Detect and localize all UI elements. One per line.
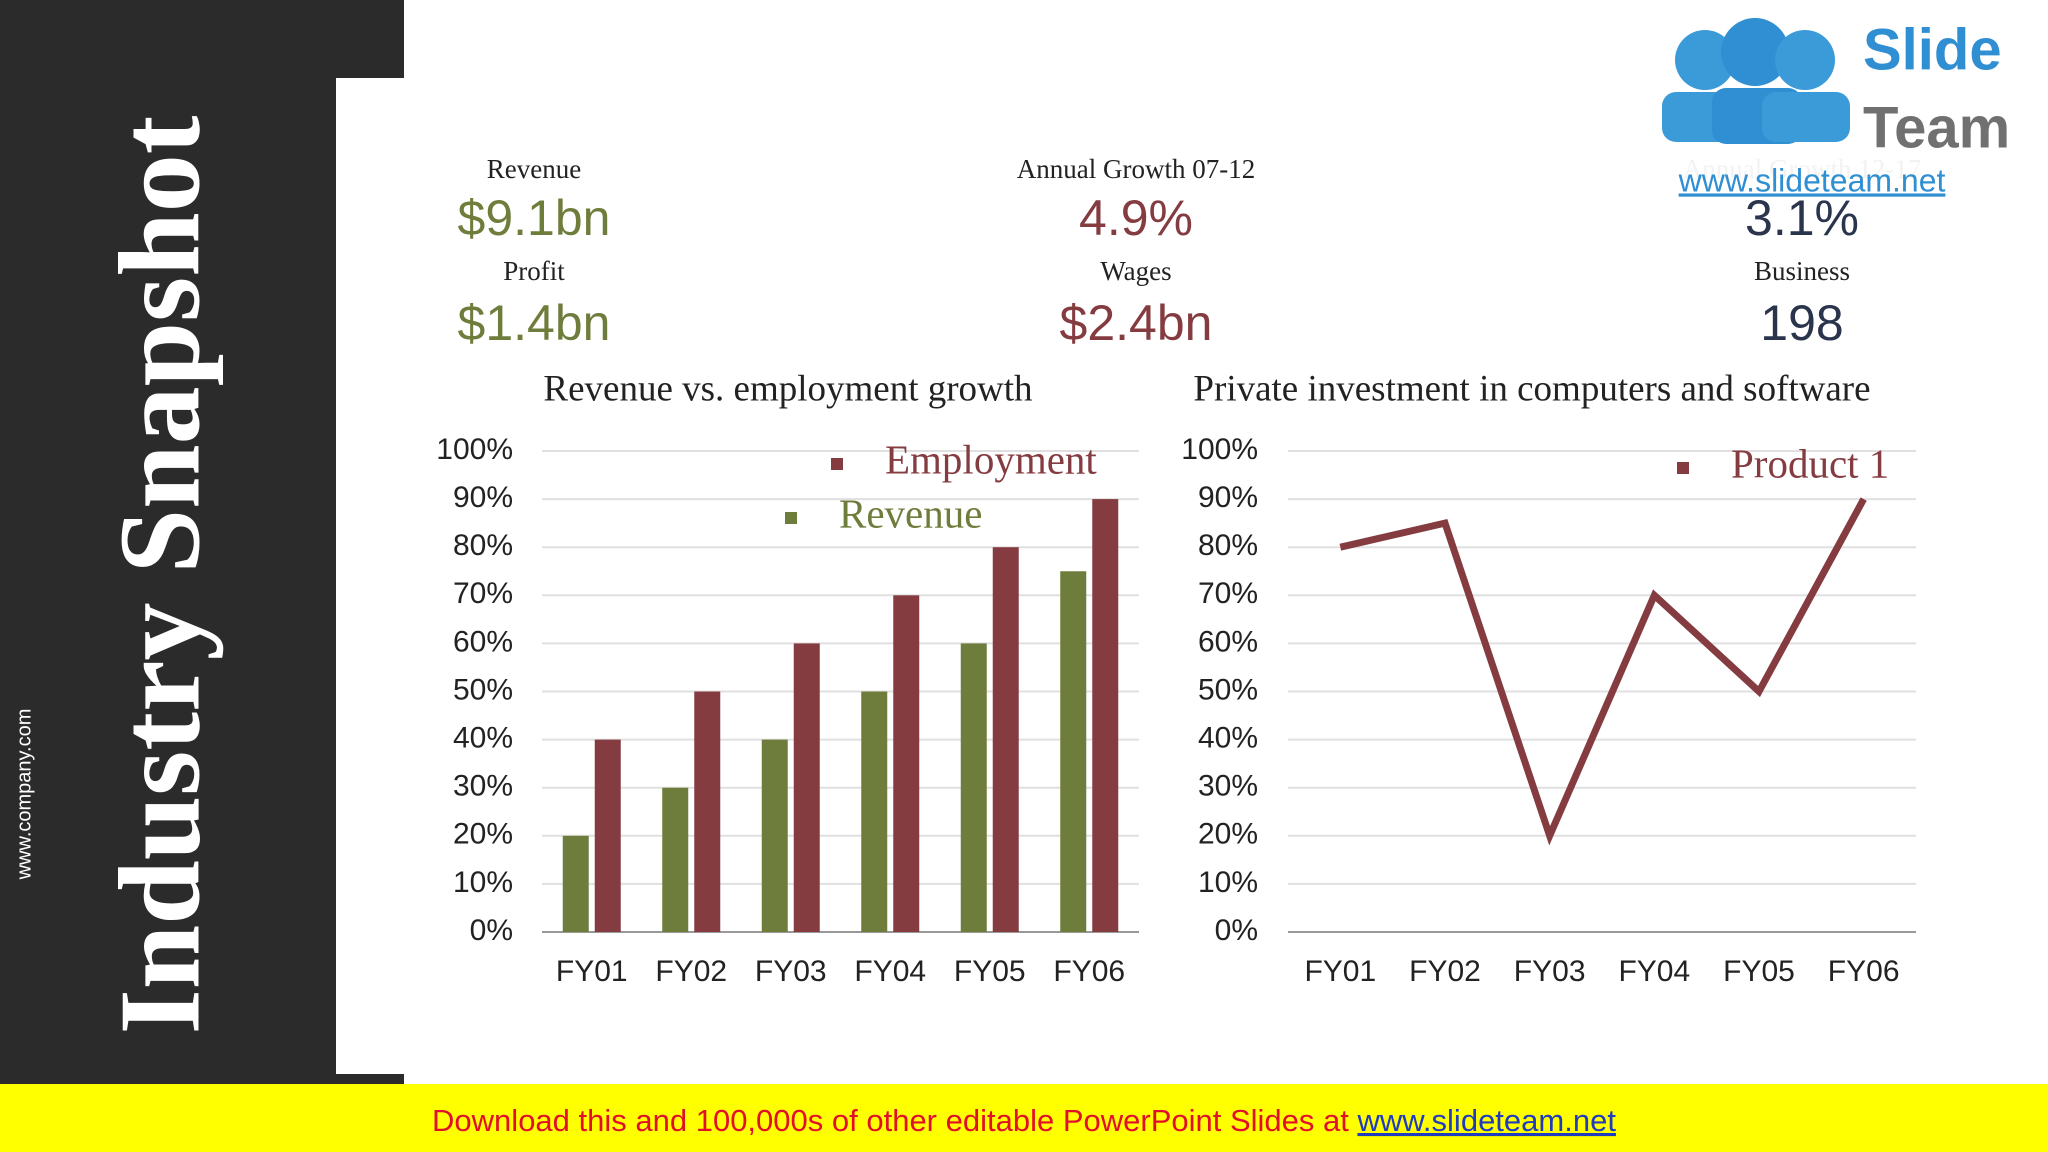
bar [861, 691, 888, 932]
logo-head [1721, 18, 1789, 86]
x-tick-label: FY05 [1723, 955, 1795, 988]
logo-line1: Slide [1863, 17, 2002, 82]
x-tick-label: FY03 [755, 955, 827, 988]
x-tick-label: FY01 [556, 955, 628, 988]
footer: Download this and 100,000s of other edit… [432, 1103, 1616, 1138]
chart: Private investment in computers and soft… [1181, 368, 1916, 988]
legend-marker [1677, 462, 1689, 474]
y-tick-label: 70% [453, 577, 513, 610]
x-tick-label: FY01 [1304, 955, 1376, 988]
y-tick-label: 0% [470, 914, 513, 947]
footer-bar [0, 1084, 2048, 1152]
y-tick-label: 40% [1198, 722, 1258, 755]
stat-label: Annual Growth 07-12 [1017, 154, 1255, 184]
y-tick-label: 20% [1198, 818, 1258, 851]
y-tick-label: 10% [453, 866, 513, 899]
logo-line2: Team [1863, 95, 2010, 160]
y-tick-label: 10% [1198, 866, 1258, 899]
y-tick-label: 0% [1215, 914, 1258, 947]
x-tick-label: FY06 [1828, 955, 1900, 988]
bar [992, 547, 1019, 932]
stat-value: 198 [1760, 295, 1843, 351]
content-panel [336, 78, 404, 1074]
y-tick-label: 60% [1198, 625, 1258, 658]
y-tick-label: 100% [1181, 433, 1258, 466]
y-tick-label: 40% [453, 722, 513, 755]
y-tick-label: 100% [436, 433, 513, 466]
charts: Revenue vs. employment growth 0% 10% 20% 30%… [436, 368, 1916, 988]
legend-label: Employment [885, 436, 1097, 482]
logo-head [1775, 30, 1835, 90]
bar [594, 739, 621, 932]
x-tick-label: FY06 [1053, 955, 1125, 988]
bar [1092, 499, 1119, 932]
bar [694, 691, 721, 932]
y-tick-label: 30% [453, 770, 513, 803]
x-tick-label: FY02 [655, 955, 727, 988]
chart-title: Private investment in computers and soft… [1193, 368, 1870, 409]
bar [562, 835, 589, 932]
y-tick-label: 90% [453, 481, 513, 514]
logo-url[interactable]: www.slideteam.net [1678, 162, 1946, 198]
y-tick-label: 80% [1198, 529, 1258, 562]
stat-label: Business [1754, 256, 1850, 286]
stat-label: Profit [503, 256, 565, 286]
y-tick-label: 50% [1198, 673, 1258, 706]
y-tick-label: 60% [453, 625, 513, 658]
bar [662, 787, 689, 932]
stat-value: $1.4bn [458, 295, 611, 351]
stat-value: 4.9% [1079, 190, 1193, 246]
bar [793, 643, 820, 932]
y-tick-label: 90% [1198, 481, 1258, 514]
x-tick-label: FY05 [954, 955, 1026, 988]
x-tick-label: FY03 [1514, 955, 1586, 988]
chart: Revenue vs. employment growth 0% 10% 20% 30%… [436, 368, 1139, 988]
x-tick-label: FY02 [1409, 955, 1481, 988]
footer-link[interactable]: www.slideteam.net [1356, 1103, 1616, 1138]
legend-label: Revenue [839, 490, 982, 536]
footer-text: Download this and 100,000s of other edit… [432, 1103, 1357, 1138]
stat-value: $9.1bn [458, 190, 611, 246]
y-tick-label: 70% [1198, 577, 1258, 610]
x-tick-label: FY04 [1618, 955, 1690, 988]
y-tick-label: 50% [453, 673, 513, 706]
bar [960, 643, 987, 932]
legend-marker [831, 458, 843, 470]
logo: Slide Team www.slideteam.net [1639, 0, 2037, 198]
legend-label: Product 1 [1731, 440, 1889, 486]
stat-label: Revenue [487, 154, 581, 184]
logo-body [1762, 92, 1850, 142]
bar [893, 595, 920, 932]
y-tick-label: 30% [1198, 770, 1258, 803]
line [1339, 497, 1867, 846]
bar [1060, 571, 1087, 932]
y-tick-label: 80% [453, 529, 513, 562]
stat-label: Wages [1100, 256, 1171, 286]
legend-marker [785, 512, 797, 524]
chart-title: Revenue vs. employment growth [543, 368, 1033, 409]
company-url: www.company.com [13, 709, 35, 881]
bar [761, 739, 788, 932]
x-tick-label: FY04 [854, 955, 926, 988]
stat-value: 3.1% [1745, 190, 1859, 246]
logo-head [1675, 30, 1735, 90]
y-tick-label: 20% [453, 818, 513, 851]
stat-value: $2.4bn [1060, 295, 1213, 351]
slide-title: Industry Snapshot [97, 115, 225, 1034]
